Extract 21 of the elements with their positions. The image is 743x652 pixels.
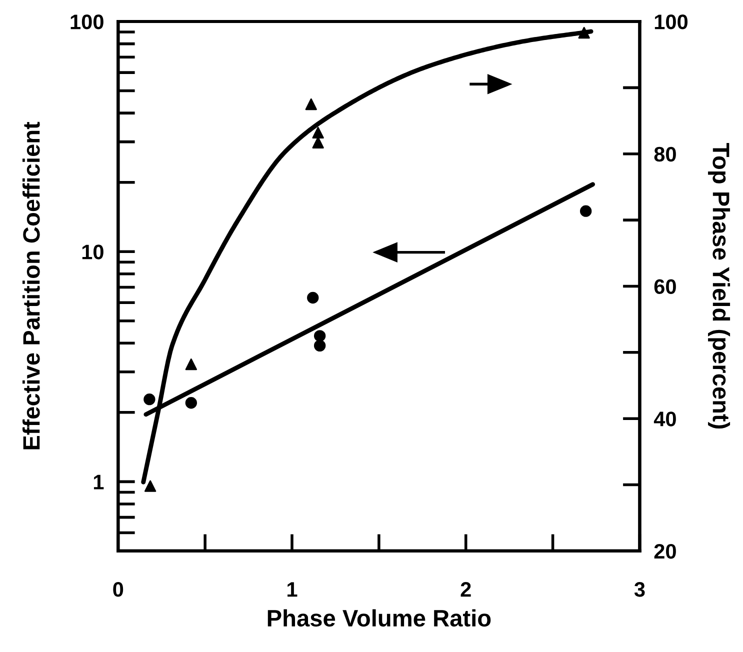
- y2-tick-label: 20: [654, 544, 676, 559]
- point: [580, 205, 592, 217]
- point: [314, 330, 326, 342]
- y2-tick-label: 80: [654, 146, 676, 162]
- y-tick-label: 1: [94, 474, 104, 490]
- y2-tick-label: 60: [654, 279, 676, 294]
- x-tick-label: 2: [460, 582, 471, 597]
- x-axis-title: Phase Volume Ratio: [268, 609, 491, 627]
- y-tick-label: 100: [70, 14, 104, 30]
- y-axis-title: Effective Partition Coefficient: [22, 122, 40, 450]
- point: [185, 397, 198, 409]
- point: [144, 393, 156, 406]
- y-tick-label: 10: [82, 244, 104, 260]
- y2-tick-label: 100: [654, 14, 688, 30]
- point: [314, 340, 326, 352]
- x-tick-label: 1: [288, 582, 298, 597]
- y2-axis-title: Top Phase Yield (percent): [708, 143, 730, 429]
- x-tick-label: 0: [113, 582, 124, 597]
- x-tick-label: 3: [634, 582, 645, 597]
- point: [307, 292, 319, 304]
- y2-tick-label: 40: [654, 412, 676, 426]
